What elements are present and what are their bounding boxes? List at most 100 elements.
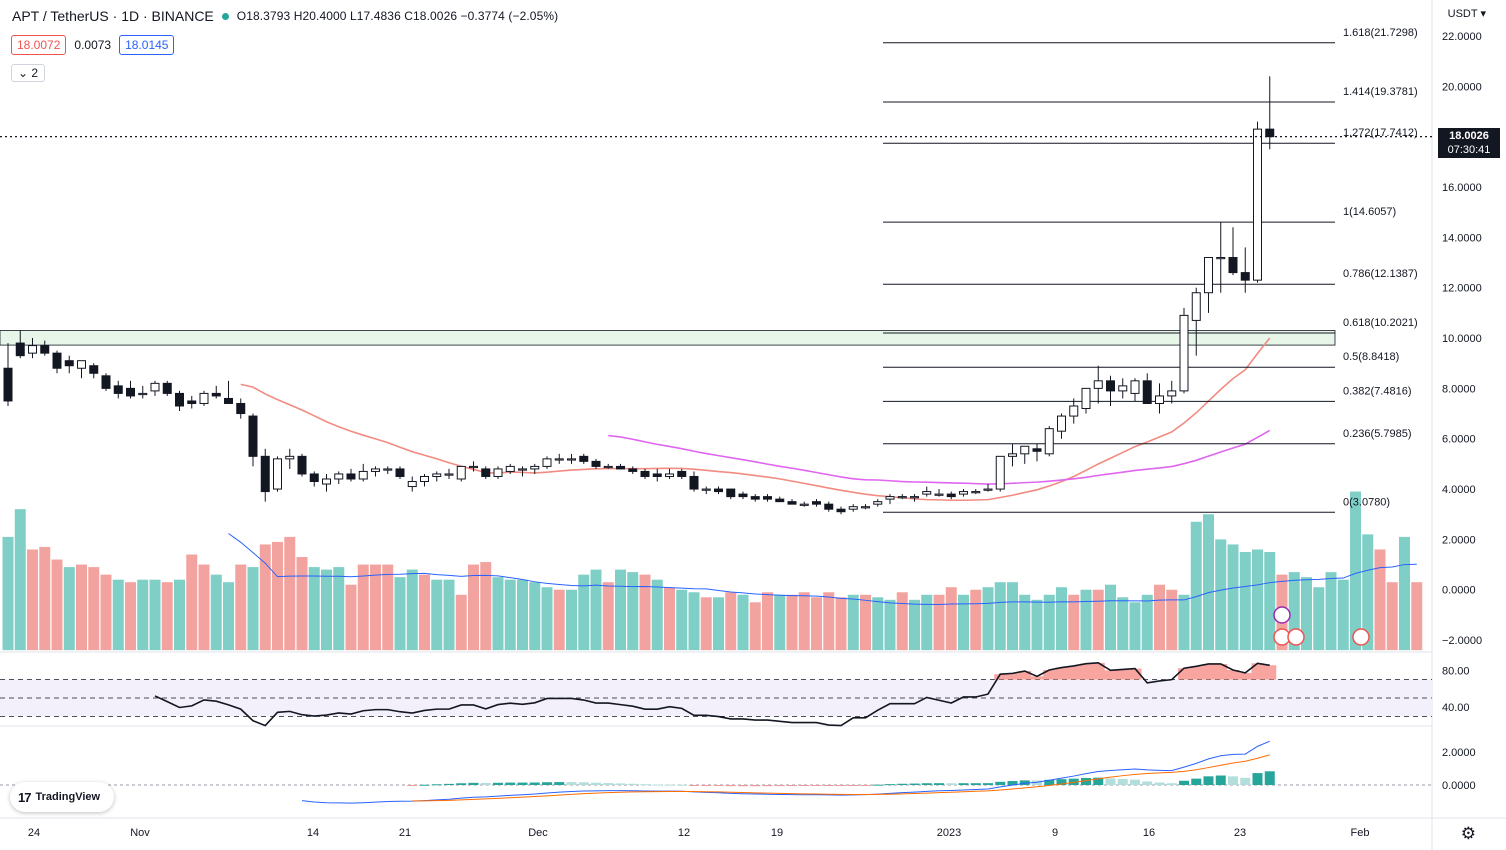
candle-body bbox=[395, 468, 405, 477]
macd-histogram-bar bbox=[713, 785, 724, 786]
volume-bar bbox=[1056, 587, 1067, 651]
macd-histogram-bar bbox=[456, 783, 467, 785]
volume-bar bbox=[2, 536, 14, 651]
volume-bar bbox=[970, 589, 982, 651]
volume-bar bbox=[284, 536, 296, 651]
volume-bar bbox=[174, 579, 185, 651]
candle-body bbox=[1265, 128, 1275, 138]
candle-body bbox=[1069, 405, 1079, 417]
macd-histogram-bar bbox=[1154, 782, 1165, 785]
macd-histogram-bar bbox=[1228, 776, 1238, 785]
volume-bar bbox=[798, 592, 810, 651]
volume-bar bbox=[51, 559, 63, 651]
macd-histogram-bar bbox=[799, 785, 810, 786]
tradingview-logo[interactable]: 17 TradingView bbox=[10, 782, 114, 812]
candle-body bbox=[297, 455, 307, 475]
volume-bar bbox=[161, 582, 173, 651]
candle-body bbox=[420, 475, 429, 483]
candle-body bbox=[101, 375, 111, 389]
volume-bar bbox=[235, 564, 247, 651]
candle-body bbox=[138, 392, 148, 396]
volume-bar bbox=[884, 599, 896, 651]
candle-body bbox=[910, 496, 919, 499]
price-tick-label: −2.0000 bbox=[1442, 635, 1482, 647]
signal-line bbox=[412, 754, 1270, 802]
candle-body bbox=[567, 458, 576, 461]
symbol-title[interactable]: APT / TetherUS · 1D · BINANCE bbox=[12, 8, 214, 24]
volume-bar bbox=[1325, 572, 1337, 651]
candle-body bbox=[1142, 380, 1152, 404]
macd-histogram-bar bbox=[566, 782, 577, 785]
fib-level-label: 0.5(8.8418) bbox=[1343, 351, 1399, 363]
rsi-overbought-fill bbox=[994, 674, 1007, 680]
candle-body bbox=[456, 465, 466, 480]
candle-body bbox=[1118, 385, 1128, 392]
volume-bar bbox=[1203, 514, 1214, 651]
volume-bar bbox=[296, 557, 308, 651]
volume-bar bbox=[615, 569, 626, 651]
macd-histogram-bar bbox=[885, 784, 895, 786]
macd-histogram-bar bbox=[640, 784, 650, 786]
candle-body bbox=[530, 465, 540, 470]
candle-body bbox=[812, 501, 821, 505]
sell-price-button[interactable]: 18.0072 bbox=[11, 35, 67, 55]
macd-histogram-bar bbox=[1068, 778, 1079, 785]
macd-histogram-bar bbox=[1105, 778, 1116, 785]
volume-bar bbox=[223, 582, 234, 651]
buy-price-button[interactable]: 18.0145 bbox=[119, 35, 175, 55]
candle-body bbox=[542, 458, 552, 467]
currency-selector[interactable]: USDT ▾ bbox=[1448, 7, 1486, 20]
volume-bar bbox=[1019, 594, 1031, 651]
volume-bar bbox=[933, 594, 945, 651]
fib-level-label: 0(3.0780) bbox=[1343, 496, 1390, 508]
ohlc-readout: O18.3793 H20.4000 L17.4836 C18.0026 −0.3… bbox=[236, 9, 559, 23]
indicators-collapse-button[interactable]: ⌄ 2 bbox=[11, 64, 46, 82]
volume-bar bbox=[517, 579, 528, 651]
volume-bar bbox=[1362, 534, 1374, 651]
candle-body bbox=[40, 345, 50, 354]
candle-body bbox=[750, 496, 760, 500]
rsi-overbought-fill bbox=[1018, 671, 1032, 680]
gear-icon[interactable]: ⚙ bbox=[1460, 824, 1476, 843]
macd-tick-label: 0.0000 bbox=[1442, 780, 1476, 792]
macd-histogram-bar bbox=[738, 785, 748, 787]
macd-histogram-bar bbox=[1019, 780, 1030, 785]
price-tick-label: 12.0000 bbox=[1442, 283, 1482, 295]
volume-bar bbox=[1239, 551, 1251, 651]
price-tick-label: 14.0000 bbox=[1442, 232, 1482, 244]
candle-body bbox=[175, 392, 184, 407]
fib-level-label: 1.414(19.3781) bbox=[1343, 86, 1418, 98]
candle-body bbox=[616, 465, 625, 470]
macd-histogram-bar bbox=[1264, 771, 1275, 785]
price-tick-label: 8.0000 bbox=[1442, 383, 1476, 395]
volume-bar bbox=[76, 564, 87, 651]
volume-bar bbox=[406, 569, 418, 651]
volume-bar bbox=[272, 541, 283, 651]
fib-level-label: 0.236(5.7985) bbox=[1343, 428, 1412, 440]
volume-bar bbox=[529, 582, 541, 651]
volume-bar bbox=[39, 546, 51, 651]
rsi-overbought-fill bbox=[1080, 663, 1093, 680]
candle-body bbox=[407, 481, 417, 488]
macd-histogram-bar bbox=[652, 784, 663, 786]
macd-histogram-bar bbox=[1130, 779, 1140, 785]
fib-level-label: 0.618(10.2021) bbox=[1343, 317, 1418, 329]
candle-body bbox=[309, 473, 319, 483]
candle-body bbox=[260, 455, 270, 493]
volume-bar bbox=[982, 587, 994, 651]
macd-histogram-bar bbox=[823, 785, 834, 786]
volume-bar bbox=[210, 574, 222, 651]
candle-body bbox=[1020, 445, 1030, 455]
rsi-overbought-fill bbox=[1190, 666, 1203, 680]
candle-body bbox=[763, 496, 772, 500]
candle-body bbox=[689, 475, 699, 490]
bid-ask-panel: 18.0072 0.0073 18.0145 bbox=[11, 35, 175, 55]
time-tick-label: 2023 bbox=[937, 827, 961, 839]
price-tick-label: 16.0000 bbox=[1442, 182, 1482, 194]
volume-bar bbox=[1301, 577, 1312, 651]
candle-body bbox=[150, 382, 160, 392]
time-tick-label: 21 bbox=[399, 827, 411, 839]
volume-bar bbox=[725, 592, 737, 651]
candle-body bbox=[444, 473, 454, 476]
